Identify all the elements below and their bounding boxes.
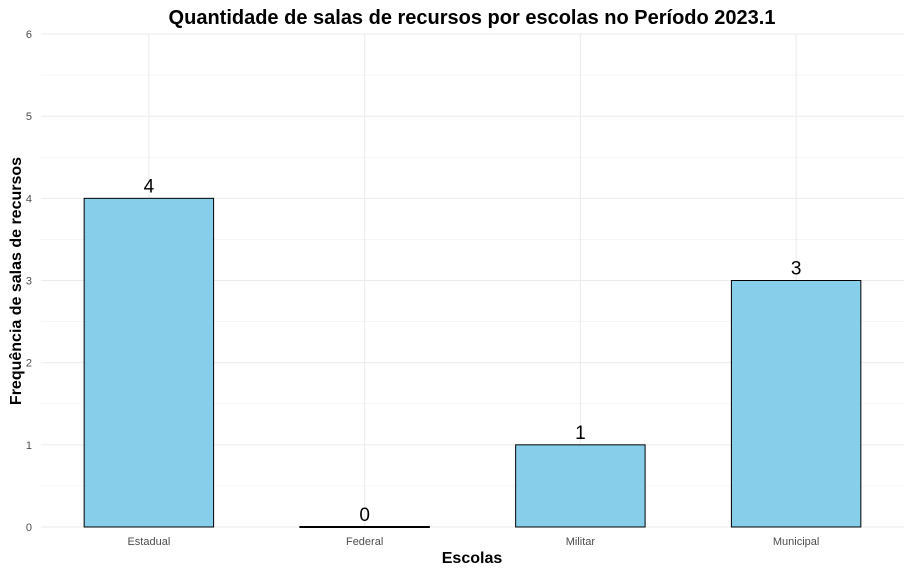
chart-title: Quantidade de salas de recursos por esco… <box>169 7 776 29</box>
bars <box>83 197 862 528</box>
bar-militar <box>515 444 646 528</box>
y-tick-label: 6 <box>26 29 32 41</box>
bar-estadual <box>83 197 215 528</box>
x-tick-label: Federal <box>346 536 383 548</box>
x-tick-label: Estadual <box>127 536 170 548</box>
y-tick-label: 0 <box>26 522 32 534</box>
y-tick-label: 5 <box>26 111 32 123</box>
x-tick-label: Municipal <box>773 536 819 548</box>
data-label-estadual: 4 <box>144 176 155 197</box>
y-axis-title: Frequência de salas de recursos <box>8 157 25 405</box>
y-tick-label: 1 <box>26 440 32 452</box>
x-axis-ticks: Estadual Federal Militar Municipal <box>127 536 819 548</box>
y-axis-ticks: 0 1 2 3 4 5 6 <box>26 29 32 534</box>
y-tick-label: 2 <box>26 358 32 370</box>
y-tick-label: 3 <box>26 276 32 288</box>
data-label-federal: 0 <box>359 505 370 526</box>
data-label-municipal: 3 <box>791 259 802 280</box>
bar-federal <box>299 526 430 528</box>
data-label-militar: 1 <box>575 423 586 444</box>
x-tick-label: Militar <box>566 536 596 548</box>
data-labels: 4 0 1 3 <box>144 176 802 526</box>
x-axis-title: Escolas <box>442 550 503 567</box>
y-tick-label: 4 <box>26 193 32 205</box>
bar-municipal <box>730 280 862 528</box>
